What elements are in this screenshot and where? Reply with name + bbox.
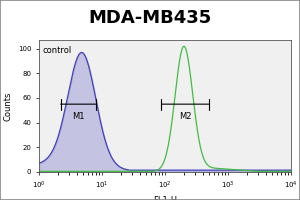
- Text: M2: M2: [179, 112, 192, 121]
- Y-axis label: Counts: Counts: [3, 91, 12, 121]
- X-axis label: FL1-H: FL1-H: [153, 196, 177, 200]
- Text: control: control: [42, 46, 71, 55]
- Text: M1: M1: [72, 112, 85, 121]
- Text: MDA-MB435: MDA-MB435: [88, 9, 212, 27]
